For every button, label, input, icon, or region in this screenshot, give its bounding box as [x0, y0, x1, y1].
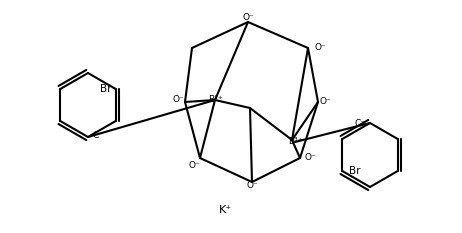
Text: O⁻: O⁻ — [304, 154, 316, 162]
Text: B³⁺: B³⁺ — [208, 96, 222, 104]
Text: K⁺: K⁺ — [219, 205, 231, 215]
Text: O⁻: O⁻ — [314, 42, 326, 51]
Text: C⁻: C⁻ — [92, 131, 103, 140]
Text: Br: Br — [348, 166, 360, 176]
Text: O⁻: O⁻ — [319, 97, 331, 106]
Text: Br: Br — [100, 84, 111, 94]
Text: O⁻: O⁻ — [172, 96, 184, 104]
Text: O⁻: O⁻ — [188, 161, 200, 169]
Text: O⁻: O⁻ — [246, 181, 258, 189]
Text: C⁻: C⁻ — [354, 119, 365, 127]
Text: B³⁺: B³⁺ — [288, 137, 302, 147]
Text: O⁻: O⁻ — [242, 14, 254, 23]
